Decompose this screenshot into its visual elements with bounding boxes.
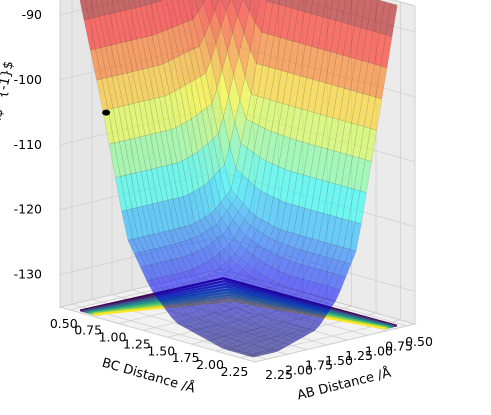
bc-tick-label: 1.00: [99, 330, 127, 345]
surface-mesh: [79, 0, 398, 358]
z-tick-label: -130: [14, 267, 42, 282]
ab-tick-label: 1.00: [365, 343, 393, 358]
bc-tick-label: 0.50: [50, 316, 78, 331]
bc-tick-label: 1.25: [123, 336, 151, 351]
ab-tick-label: 0.75: [385, 339, 413, 354]
ab-tick-label: 0.50: [405, 334, 433, 349]
ab-tick-label: 2.25: [265, 367, 293, 382]
z-tick-label: -120: [14, 202, 42, 217]
bc-tick-label: 1.50: [147, 343, 175, 358]
trajectory-marker: [102, 109, 111, 116]
surface-patch: [246, 354, 260, 358]
bc-tick-label: 1.75: [172, 350, 200, 365]
bc-tick-label: 2.25: [220, 364, 248, 379]
trajectory-point: [102, 109, 111, 116]
bc-tick-label: 0.75: [74, 323, 102, 338]
ab-tick-label: 1.25: [345, 348, 373, 363]
ab-tick-label: 2.00: [285, 362, 313, 377]
z-tick-label: -90: [22, 7, 42, 22]
z-tick-label: -100: [14, 72, 42, 87]
bc-tick-label: 2.00: [196, 357, 224, 372]
tick-labels: -90-100-110-120-1300.500.751.001.251.501…: [14, 7, 433, 382]
ab-tick-label: 1.50: [325, 353, 353, 368]
ab-tick-label: 1.75: [305, 358, 333, 373]
z-tick-label: -110: [14, 137, 42, 152]
